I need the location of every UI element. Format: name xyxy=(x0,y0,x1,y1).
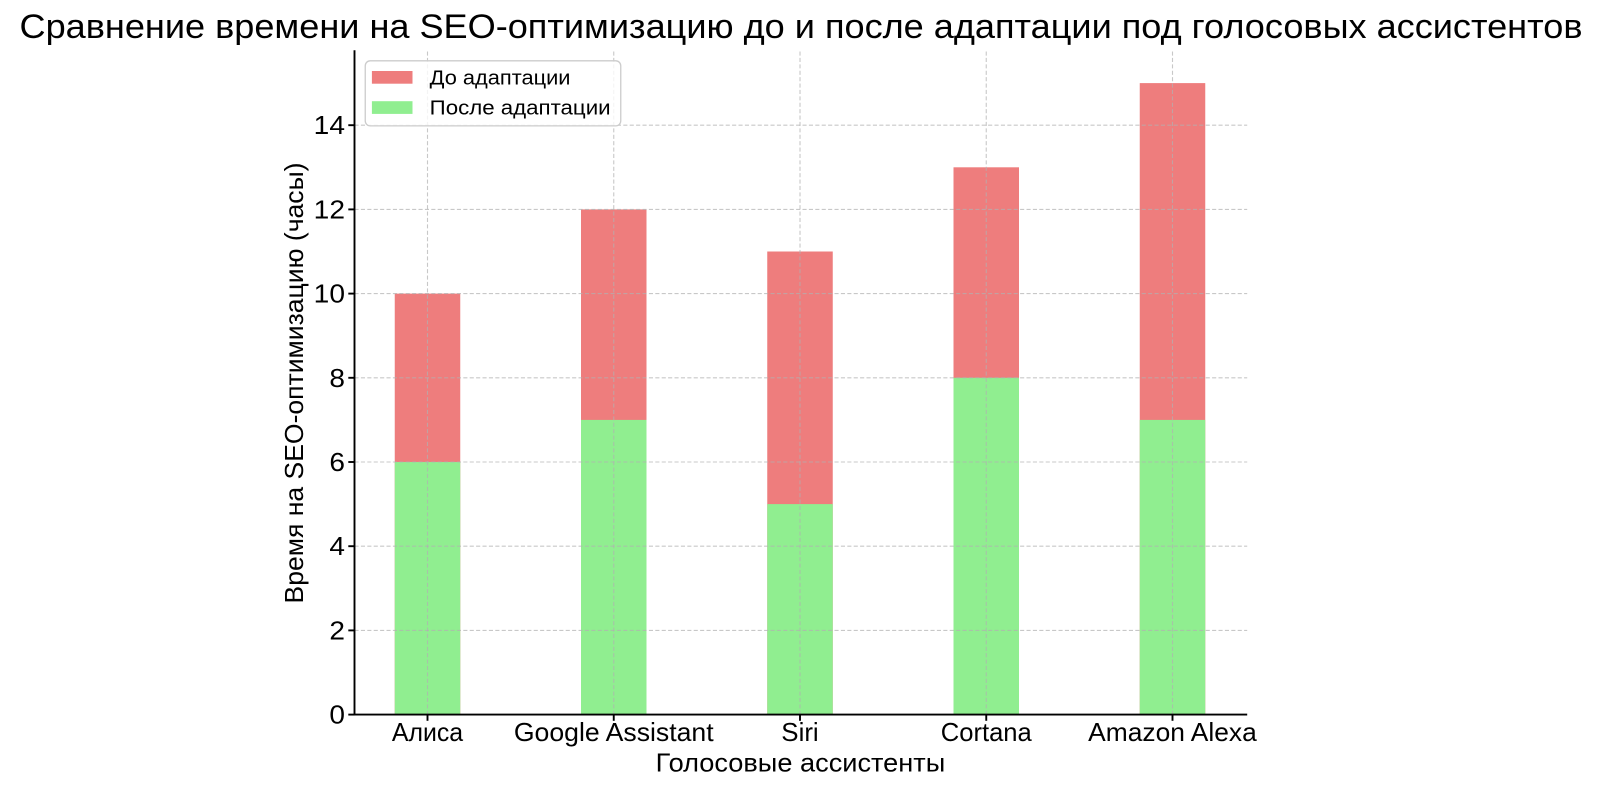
svg-text:8: 8 xyxy=(329,363,345,393)
svg-text:Siri: Siri xyxy=(781,717,818,747)
svg-text:До адаптации: До адаптации xyxy=(430,67,571,89)
svg-text:Алиса: Алиса xyxy=(392,717,464,747)
svg-text:12: 12 xyxy=(314,194,345,224)
svg-text:2: 2 xyxy=(329,615,345,645)
svg-text:Amazon Alexa: Amazon Alexa xyxy=(1088,717,1257,747)
svg-text:6: 6 xyxy=(329,447,345,477)
svg-text:Cortana: Cortana xyxy=(941,717,1033,747)
svg-text:Время на SEO-оптимизацию (часы: Время на SEO-оптимизацию (часы) xyxy=(279,163,309,604)
svg-text:Голосовые ассистенты: Голосовые ассистенты xyxy=(656,748,946,778)
svg-text:Google Assistant: Google Assistant xyxy=(514,717,715,747)
svg-text:0: 0 xyxy=(329,700,345,730)
svg-text:10: 10 xyxy=(314,279,345,309)
svg-text:4: 4 xyxy=(329,531,345,561)
svg-text:14: 14 xyxy=(314,110,345,140)
svg-text:После адаптации: После адаптации xyxy=(430,98,611,120)
svg-text:Сравнение времени на SEO-оптим: Сравнение времени на SEO-оптимизацию до … xyxy=(20,8,1583,46)
